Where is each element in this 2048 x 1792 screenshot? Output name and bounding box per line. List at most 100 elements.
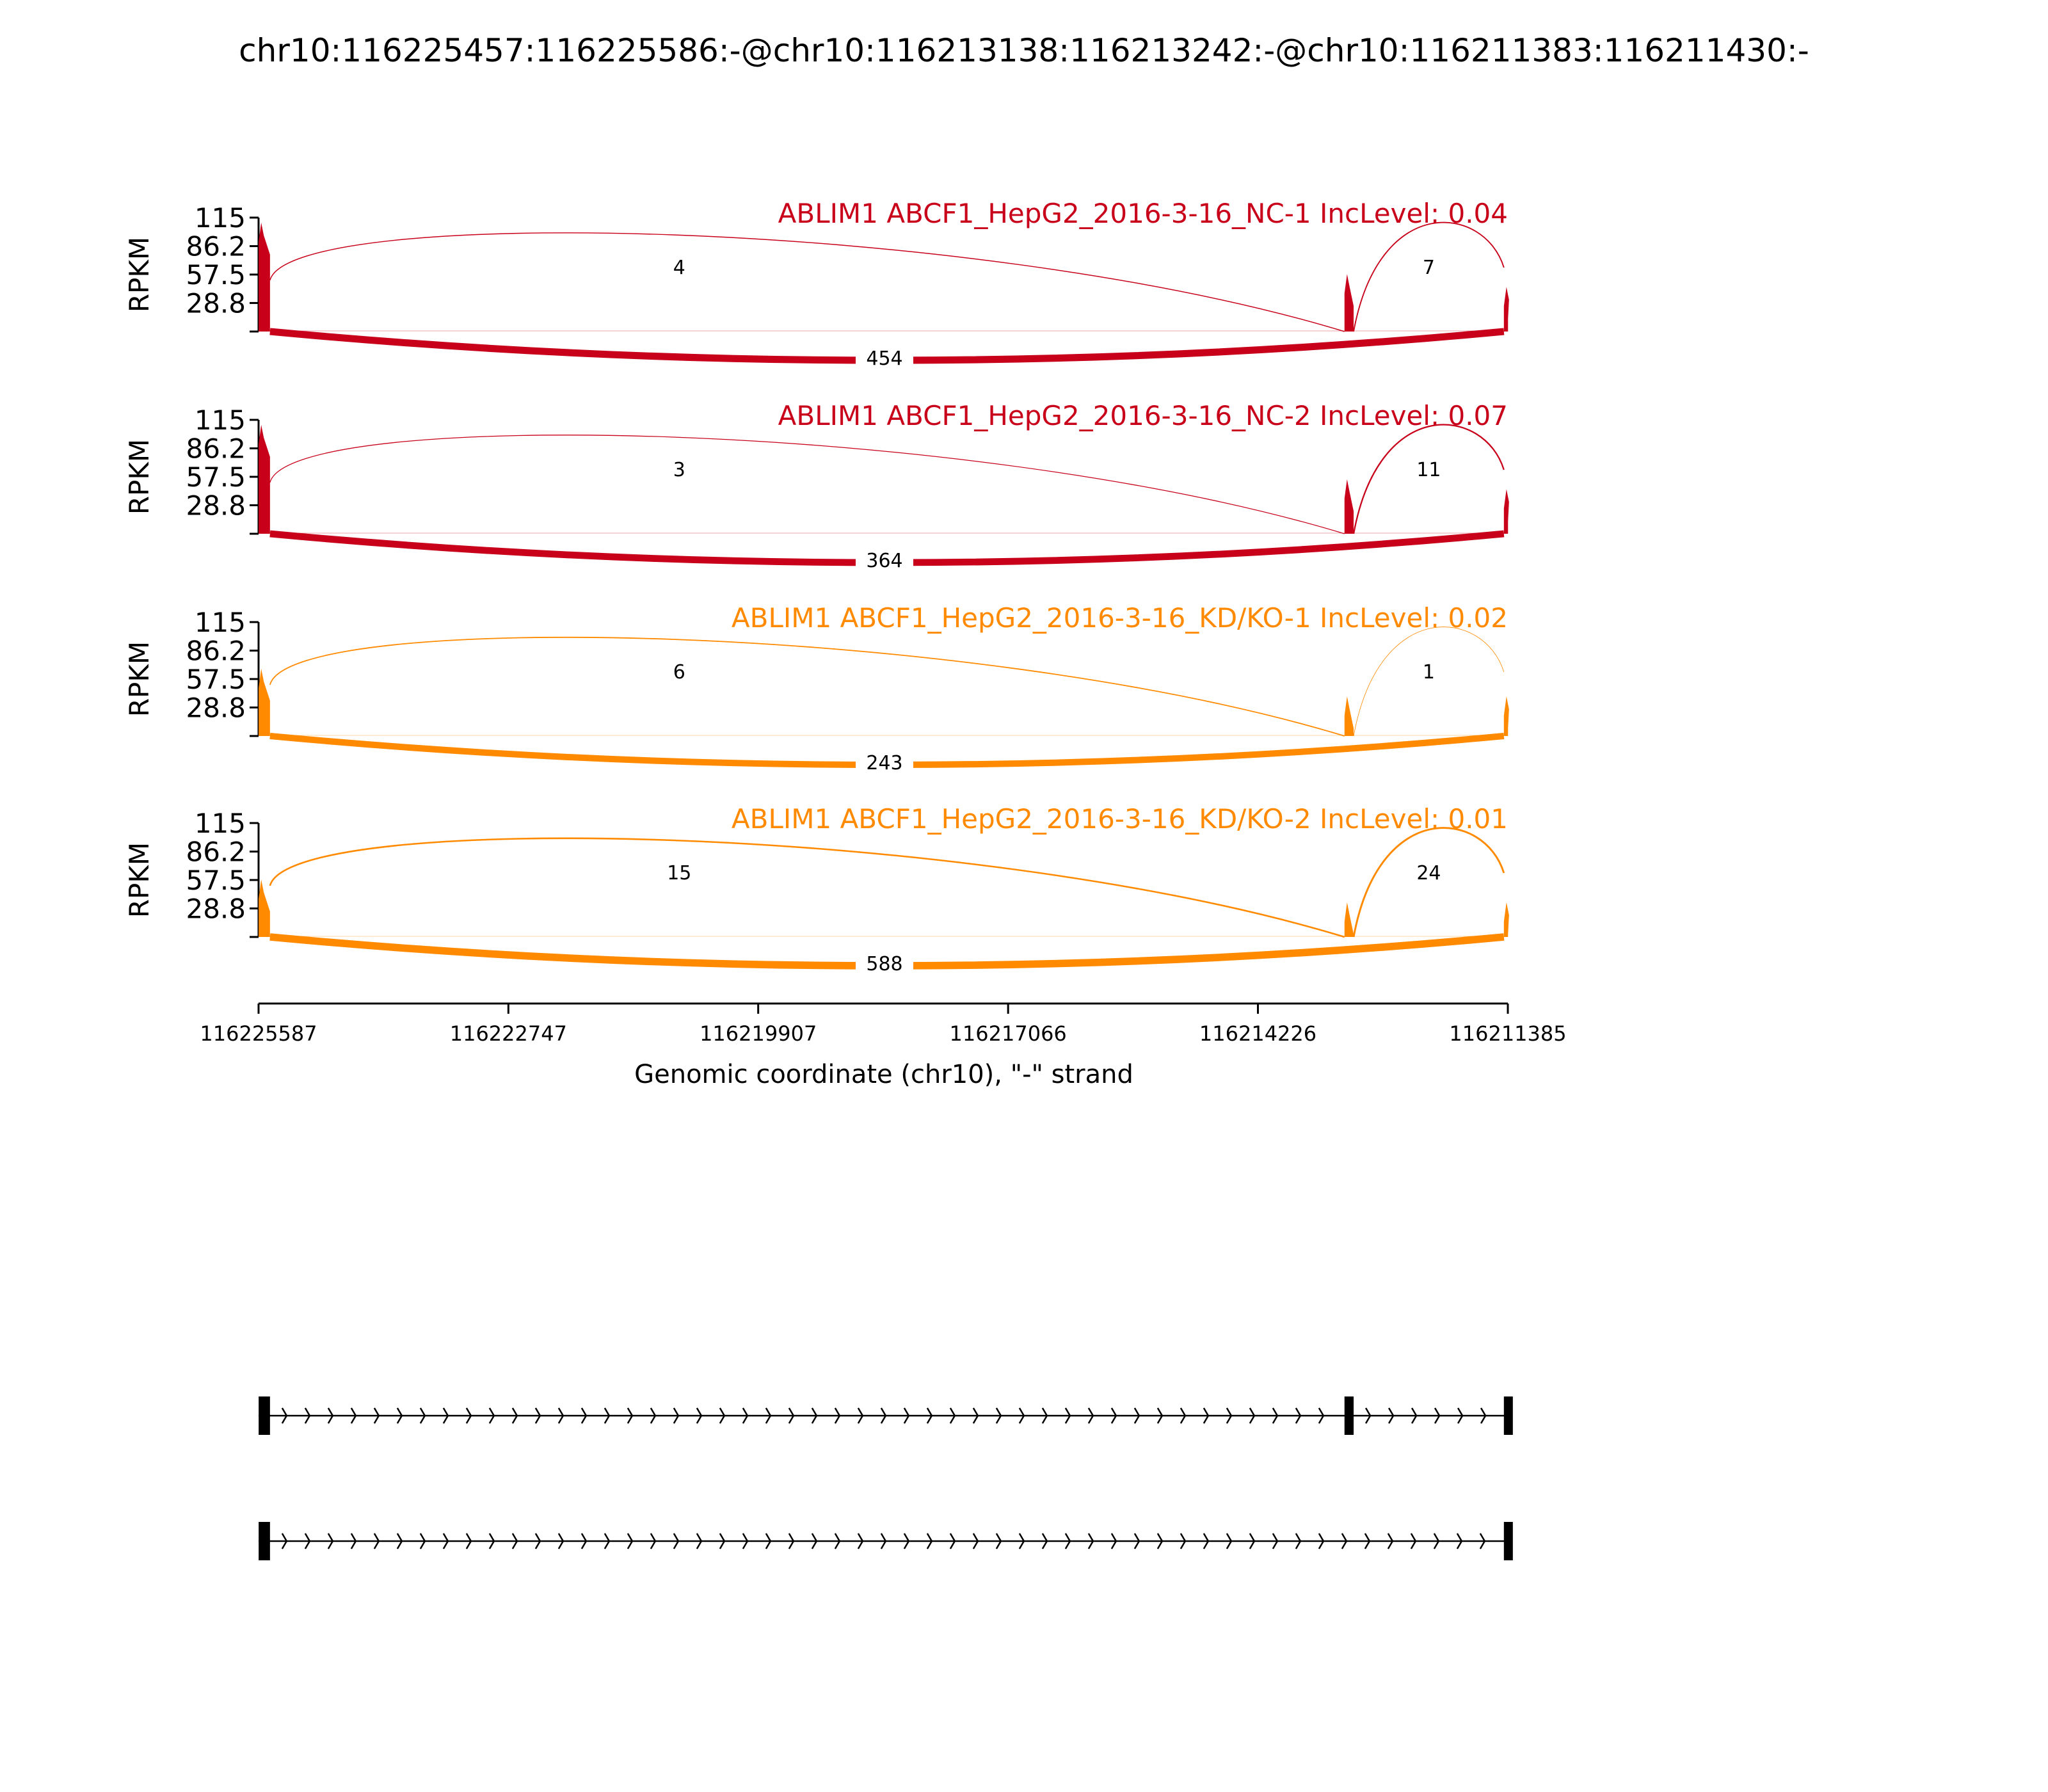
junction-count: 588 (866, 953, 902, 975)
junction-count: 6 (673, 661, 685, 684)
strand-chevron (811, 1407, 818, 1424)
strand-chevron (1434, 1407, 1441, 1424)
strand-chevron (834, 1407, 841, 1424)
exon-block (1344, 1396, 1354, 1435)
y-tick-label: 115 (195, 607, 246, 638)
strand-chevron (304, 1533, 311, 1549)
strand-chevron (1064, 1407, 1071, 1424)
strand-chevron (1364, 1533, 1371, 1549)
strand-chevron (1272, 1533, 1279, 1549)
junction-arc (1353, 221, 1505, 332)
x-tick-label: 116217066 (950, 1021, 1067, 1046)
strand-chevron (557, 1407, 564, 1424)
strand-chevron (903, 1533, 910, 1549)
strand-chevron (1479, 1533, 1486, 1549)
junction-arc (269, 636, 1345, 737)
strand-chevron (1087, 1407, 1094, 1424)
strand-chevron (604, 1407, 611, 1424)
strand-chevron (995, 1533, 1002, 1549)
strand-chevron (1226, 1533, 1233, 1549)
strand-chevron (1180, 1533, 1187, 1549)
strand-chevron (465, 1533, 472, 1549)
strand-chevron (534, 1407, 541, 1424)
x-tick-label: 116214226 (1199, 1021, 1316, 1046)
coverage-peak-exon-3 (1503, 287, 1509, 332)
strand-chevron (442, 1533, 449, 1549)
y-axis-label: RPKM (124, 641, 155, 717)
isoform-track-1 (259, 1396, 1513, 1435)
sample-label: ABLIM1 ABCF1_HepG2_2016-3-16_NC-1 IncLev… (778, 198, 1508, 229)
junction-count-bg (663, 255, 696, 279)
junction-count-bg (856, 951, 913, 975)
y-tick-label: 28.8 (186, 893, 246, 924)
strand-chevron (1064, 1533, 1071, 1549)
strand-chevron (511, 1533, 518, 1549)
strand-chevron (373, 1533, 380, 1549)
strand-chevron (1480, 1407, 1487, 1424)
strand-chevron (1018, 1533, 1025, 1549)
strand-chevron (1341, 1533, 1348, 1549)
strand-chevron (396, 1533, 403, 1549)
strand-chevron (1041, 1407, 1048, 1424)
sample-label: ABLIM1 ABCF1_HepG2_2016-3-16_NC-2 IncLev… (778, 400, 1508, 431)
y-axis-label: RPKM (124, 842, 155, 918)
sample-label: ABLIM1 ABCF1_HepG2_2016-3-16_KD/KO-1 Inc… (732, 602, 1508, 634)
strand-chevron (534, 1533, 541, 1549)
junction-count-bg (856, 548, 913, 572)
strand-chevron (281, 1533, 288, 1549)
strand-chevron (650, 1533, 657, 1549)
y-axis-label: RPKM (124, 439, 155, 515)
junction-count: 15 (667, 862, 691, 884)
strand-chevron (1456, 1533, 1463, 1549)
strand-chevron (373, 1407, 380, 1424)
strand-chevron (1133, 1407, 1140, 1424)
strand-chevron (1156, 1407, 1164, 1424)
coverage-peak-exon-1 (259, 222, 270, 332)
y-tick-label: 115 (195, 202, 246, 234)
strand-chevron (1041, 1533, 1048, 1549)
y-tick-label: 86.2 (186, 231, 246, 262)
strand-chevron (1018, 1407, 1025, 1424)
y-tick-label: 28.8 (186, 490, 246, 521)
y-axis-label: RPKM (124, 237, 155, 312)
junction-count-bg (1412, 659, 1445, 684)
junction-count-bg (657, 860, 702, 884)
junction-count: 3 (673, 459, 685, 481)
strand-chevron (903, 1407, 910, 1424)
strand-chevron (604, 1533, 611, 1549)
strand-chevron (673, 1533, 680, 1549)
x-axis-label: Genomic coordinate (chr10), "-" strand (634, 1060, 1133, 1089)
strand-chevron (281, 1407, 288, 1424)
strand-chevron (1249, 1533, 1256, 1549)
strand-chevron (719, 1407, 726, 1424)
coverage-peak-exon-3 (1503, 489, 1509, 534)
y-tick-label: 28.8 (186, 287, 246, 319)
junction-count: 364 (866, 550, 902, 572)
strand-chevron (742, 1407, 749, 1424)
exon-block (1503, 1522, 1513, 1560)
strand-chevron (742, 1533, 749, 1549)
isoform-track-2 (259, 1522, 1513, 1560)
junction-count-bg (663, 659, 696, 684)
y-tick-label: 57.5 (186, 664, 246, 695)
x-tick-label: 116219907 (700, 1021, 817, 1046)
strand-chevron (488, 1407, 495, 1424)
sample-label: ABLIM1 ABCF1_HepG2_2016-3-16_KD/KO-2 Inc… (732, 803, 1508, 835)
y-tick-label: 115 (195, 404, 246, 436)
x-axis: Genomic coordinate (chr10), "-" strand 1… (200, 1002, 1567, 1089)
coverage-peak-exon-3 (1503, 696, 1509, 736)
strand-chevron (926, 1533, 933, 1549)
strand-chevron (972, 1533, 979, 1549)
strand-chevron (1387, 1533, 1394, 1549)
strand-chevron (1457, 1407, 1464, 1424)
exon-block (259, 1522, 270, 1560)
junction-arc (269, 435, 1345, 534)
strand-chevron (1156, 1533, 1164, 1549)
strand-chevron (696, 1533, 703, 1549)
junction-count: 1 (1423, 661, 1435, 684)
junction-count: 454 (866, 348, 902, 370)
strand-chevron (627, 1407, 634, 1424)
